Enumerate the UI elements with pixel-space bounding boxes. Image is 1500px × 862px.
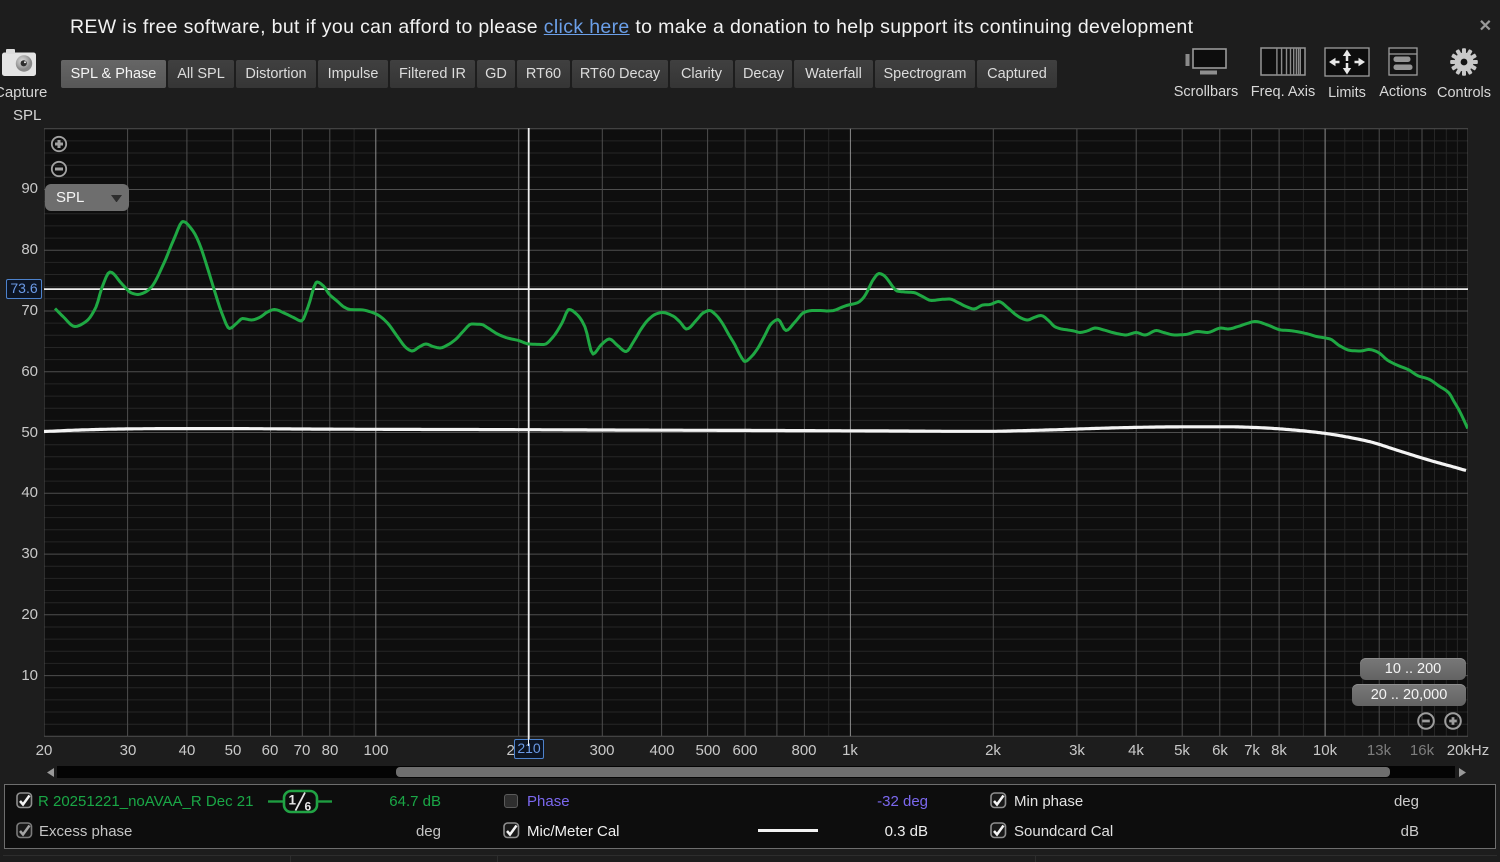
svg-text:6: 6 — [305, 800, 312, 814]
svg-text:1: 1 — [289, 793, 297, 808]
